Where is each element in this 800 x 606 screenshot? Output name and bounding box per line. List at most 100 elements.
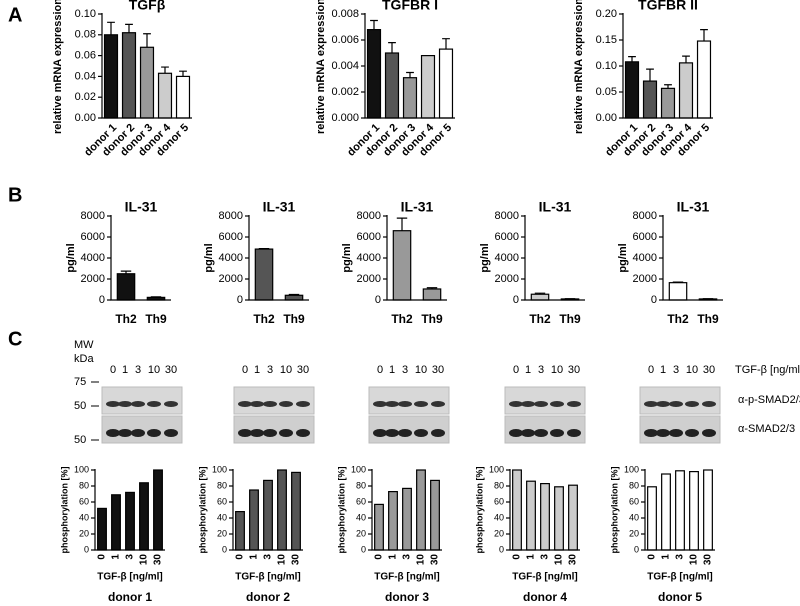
y-tick-label: 0.04 — [75, 70, 96, 82]
x-tick-label: 30 — [703, 554, 714, 566]
bar — [384, 52, 400, 119]
x-tick-label: 1 — [526, 554, 537, 560]
blot-band — [373, 401, 387, 407]
x-tick-label: 10 — [277, 554, 288, 566]
blot-band — [147, 429, 161, 437]
lane-label: 30 — [165, 364, 177, 376]
blot-band — [398, 401, 412, 407]
lane-label: 3 — [135, 364, 141, 376]
lane-label: 10 — [280, 364, 292, 376]
error-bar — [125, 23, 133, 33]
axis — [94, 469, 165, 551]
x-tick-label: 3 — [402, 554, 413, 560]
lane-label: 3 — [267, 364, 273, 376]
y-tick-label: 6000 — [219, 231, 243, 243]
blot-band — [164, 401, 178, 407]
mw-label: MW — [74, 339, 94, 351]
x-axis-label: TGF-β [ng/ml] — [97, 572, 163, 583]
x-tick-label: Th9 — [697, 312, 719, 326]
axis — [509, 469, 580, 551]
y-tick-label: 2000 — [357, 273, 381, 285]
y-axis-label: pg/ml — [341, 243, 353, 272]
bar — [689, 471, 699, 551]
y-tick-label: 8000 — [219, 210, 243, 222]
chart-title: IL-31 — [263, 199, 296, 215]
x-tick-label: 1 — [249, 554, 260, 560]
y-tick-label: 6000 — [495, 231, 519, 243]
y-tick-label: 0.15 — [596, 34, 617, 46]
axis — [232, 469, 303, 551]
bar — [139, 46, 155, 119]
y-tick-label: 40 — [629, 512, 639, 522]
lane-label: 1 — [525, 364, 531, 376]
y-tick-label: 80 — [356, 480, 366, 490]
blot-band — [431, 429, 445, 437]
y-tick-label: 4000 — [633, 252, 657, 264]
y-tick-label: 0.008 — [331, 8, 359, 20]
blot-row — [368, 386, 450, 415]
y-tick-label: 0 — [513, 294, 519, 306]
axis — [622, 13, 713, 119]
blot-band — [431, 401, 445, 407]
blot-band — [702, 429, 716, 437]
bar — [402, 487, 412, 551]
y-tick-label: 100 — [212, 464, 227, 474]
y-axis-label: pg/ml — [65, 243, 77, 272]
x-tick-label: 3 — [675, 554, 686, 560]
x-tick-label: Th2 — [391, 312, 413, 326]
blot-band — [685, 429, 699, 437]
blot-band — [521, 429, 535, 437]
y-axis-label: pg/ml — [203, 243, 215, 272]
axis — [662, 215, 723, 301]
blot-band — [534, 429, 548, 437]
y-tick-label: 8000 — [495, 210, 519, 222]
bar — [392, 230, 412, 301]
y-tick-label: 0.02 — [75, 91, 96, 103]
axis — [248, 215, 309, 301]
x-tick-label: 0 — [512, 554, 523, 560]
bar — [254, 248, 274, 301]
x-tick-label: Th2 — [667, 312, 689, 326]
y-axis-label: phosphorylation [%] — [197, 467, 207, 554]
lane-label: 1 — [389, 364, 395, 376]
y-tick-label: 80 — [79, 480, 89, 490]
chart-title: donor 3 — [385, 590, 429, 604]
y-axis-label: phosphorylation [%] — [59, 467, 69, 554]
x-tick-label: 0 — [647, 554, 658, 560]
blot-band — [509, 401, 523, 407]
y-tick-label: 0.10 — [75, 8, 96, 20]
y-tick-label: 80 — [217, 480, 227, 490]
blot-band — [385, 429, 399, 437]
y-axis-label: phosphorylation [%] — [609, 467, 619, 554]
chart-title: donor 5 — [658, 590, 702, 604]
y-tick-label: 40 — [79, 512, 89, 522]
y-axis-label: relative mRNA expression — [315, 0, 327, 134]
lane-label: 0 — [513, 364, 519, 376]
y-tick-label: 0.08 — [75, 29, 96, 41]
blot-band — [279, 429, 293, 437]
blot-band — [263, 401, 277, 407]
y-tick-label: 60 — [494, 496, 504, 506]
y-tick-label: 4000 — [81, 252, 105, 264]
axis — [371, 469, 442, 551]
lane-label: 3 — [402, 364, 408, 376]
blot-band — [296, 429, 310, 437]
bar — [668, 282, 688, 301]
lane-label: 1 — [660, 364, 666, 376]
x-tick-label: 0 — [374, 554, 385, 560]
blot-row — [101, 386, 183, 415]
y-tick-label: 60 — [356, 496, 366, 506]
lane-label: 0 — [242, 364, 248, 376]
bar — [647, 486, 657, 551]
bar — [678, 62, 694, 119]
chart-title: donor 4 — [523, 590, 567, 604]
lane-label: 1 — [254, 364, 260, 376]
y-tick-label: 20 — [79, 528, 89, 538]
blot-band — [250, 401, 264, 407]
lane-label: 30 — [432, 364, 444, 376]
axis — [524, 215, 585, 301]
y-tick-label: 100 — [489, 464, 504, 474]
treatment-label: TGF-β [ng/ml] — [735, 364, 800, 376]
axis — [110, 215, 171, 301]
chart-title: IL-31 — [125, 199, 158, 215]
